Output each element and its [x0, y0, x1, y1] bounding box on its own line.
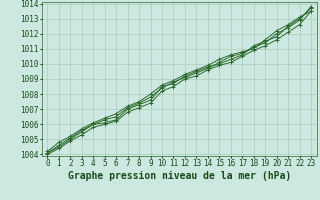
X-axis label: Graphe pression niveau de la mer (hPa): Graphe pression niveau de la mer (hPa)	[68, 171, 291, 181]
